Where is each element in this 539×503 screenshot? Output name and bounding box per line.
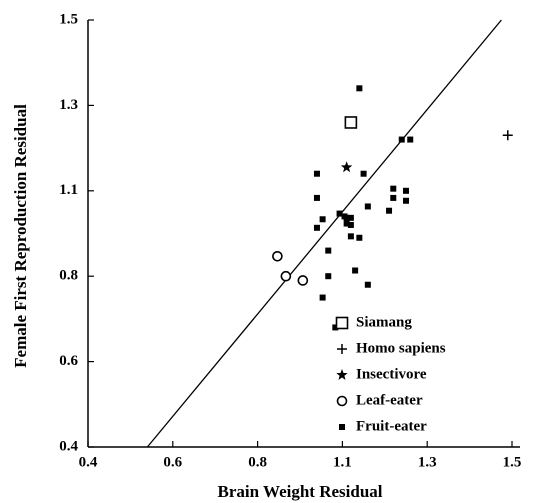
y-tick-label: 0.6 (59, 353, 78, 369)
y-tick-label: 1.1 (59, 182, 78, 198)
point (390, 185, 397, 192)
point (332, 324, 339, 331)
fit-line (146, 19, 502, 448)
y-tick-label: 0.4 (59, 438, 78, 454)
y-tick-label: 1.5 (59, 11, 78, 27)
point (347, 233, 354, 240)
legend-label: Homo sapiens (356, 340, 446, 356)
legend-marker (337, 344, 347, 354)
legend-marker (336, 395, 348, 407)
point (313, 170, 320, 177)
point (364, 203, 371, 210)
point (297, 275, 309, 286)
legend-marker (335, 316, 349, 330)
point (347, 221, 354, 228)
x-tick-label: 1.1 (333, 454, 352, 470)
legend-label: Fruit-eater (356, 418, 427, 434)
point (502, 130, 513, 141)
x-tick-label: 0.8 (248, 454, 267, 470)
point (403, 197, 409, 204)
point (356, 234, 363, 241)
point (356, 85, 363, 92)
point (325, 247, 332, 254)
point (340, 161, 353, 173)
point (347, 214, 354, 221)
x-axis-label: Brain Weight Residual (218, 482, 383, 501)
point (336, 210, 343, 217)
point (364, 281, 371, 288)
point (272, 250, 283, 262)
point (407, 136, 414, 143)
legend-label: Leaf-eater (356, 392, 423, 408)
point (319, 294, 326, 301)
y-tick-label: 0.8 (59, 268, 78, 284)
point (398, 136, 405, 143)
x-tick-label: 1.3 (418, 454, 437, 470)
point (325, 273, 332, 280)
legend-marker (339, 424, 345, 430)
legend-label: Siamang (356, 314, 412, 330)
x-tick-label: 0.6 (163, 454, 182, 470)
legend-marker (336, 369, 348, 380)
point (319, 216, 326, 223)
point (313, 194, 320, 201)
legend-label: Insectivore (356, 366, 427, 382)
point (343, 220, 350, 227)
point (344, 116, 358, 129)
point (280, 270, 292, 282)
point (343, 214, 350, 221)
x-tick-label: 0.4 (79, 454, 98, 470)
point (360, 170, 367, 177)
point (386, 207, 393, 214)
y-tick-label: 1.3 (59, 97, 78, 113)
point (352, 267, 359, 274)
point (313, 224, 320, 231)
x-tick-label: 1.5 (503, 454, 522, 470)
point (403, 187, 409, 194)
y-axis-label: Female First Reproduction Residual (11, 104, 30, 368)
point (390, 194, 397, 201)
